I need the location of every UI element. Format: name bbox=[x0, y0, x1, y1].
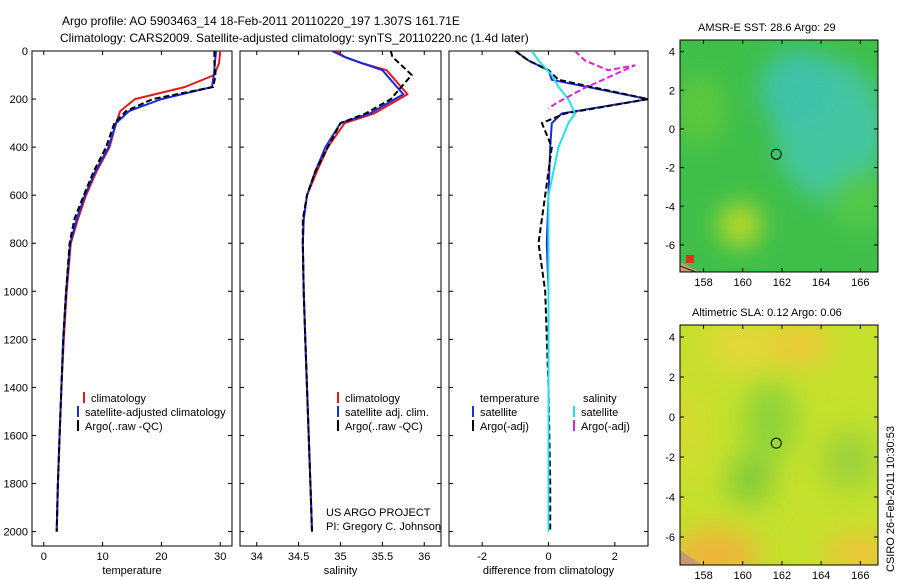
x-tick-label: 160 bbox=[734, 277, 752, 289]
x-tick-label: 2 bbox=[612, 551, 618, 563]
y-tick-label: -4 bbox=[665, 201, 675, 213]
x-tick-label: 160 bbox=[734, 570, 752, 580]
x-tick-label: 35 bbox=[334, 551, 346, 563]
series-line-temperature-satellite bbox=[514, 51, 648, 532]
y-tick-label: -6 bbox=[665, 532, 675, 544]
y-tick-label: 800 bbox=[10, 238, 28, 250]
y-tick-label: 2 bbox=[669, 372, 675, 384]
legend-label: satellite-adjusted climatology bbox=[85, 407, 226, 419]
sla-map-axes: 158 160 162 164 166 4 2 0 -2 -4 -6 bbox=[665, 325, 878, 580]
legend-title-salinity: salinity bbox=[583, 393, 617, 405]
legend-label: Argo(-adj) bbox=[480, 421, 529, 433]
x-tick-label: 166 bbox=[851, 277, 869, 289]
y-tick-label: -6 bbox=[665, 240, 675, 252]
series-group bbox=[514, 51, 648, 532]
y-tick-label: 0 bbox=[22, 46, 28, 58]
y-tick-label: 1600 bbox=[4, 430, 28, 442]
argo-float-marker bbox=[770, 148, 782, 160]
sst-map-frame bbox=[679, 39, 879, 273]
y-tick-label: 0 bbox=[669, 412, 675, 424]
x-tick-label: 0 bbox=[545, 551, 551, 563]
y-tick-label: 1000 bbox=[4, 286, 28, 298]
sst-map-axes: 158 160 162 164 166 4 2 0 -2 -4 -6 bbox=[665, 40, 878, 289]
header-line-2: Climatology: CARS2009. Satellite-adjuste… bbox=[60, 31, 529, 45]
x-axis-label: temperature bbox=[102, 565, 161, 577]
y-tick-label: -4 bbox=[665, 492, 675, 504]
legend-label: satellite adj. clim. bbox=[345, 407, 429, 419]
difference-legend: temperature salinity satellite Argo(-adj… bbox=[472, 393, 630, 433]
x-tick-label: 162 bbox=[773, 570, 791, 580]
series-line-satellite-adjusted-climatology bbox=[55, 51, 218, 532]
series-line-temperature-argo-adj bbox=[514, 51, 648, 532]
difference-panel: -2 0 2 difference from climatology bbox=[448, 50, 649, 577]
sst-map-title: AMSR-E SST: 28.6 Argo: 29 bbox=[698, 22, 836, 34]
x-tick-label: 34 bbox=[251, 551, 263, 563]
x-axis-label: difference from climatology bbox=[483, 565, 615, 577]
legend-label: Argo(-adj) bbox=[581, 421, 630, 433]
temperature-legend: climatology satellite-adjusted climatolo… bbox=[77, 392, 226, 433]
y-tick-label: -2 bbox=[665, 163, 675, 175]
y-tick-label: 1800 bbox=[4, 479, 28, 491]
temperature-panel: 0 10 20 30 0 200 400 600 800 1000 1200 1400 1600 1800… bbox=[4, 46, 233, 577]
x-tick-label: 35.5 bbox=[372, 551, 393, 563]
series-line-salinity-satellite bbox=[531, 51, 576, 532]
x-tick-label: 162 bbox=[773, 277, 791, 289]
y-tick-label: 1400 bbox=[4, 382, 28, 394]
y-tick-label: 600 bbox=[10, 190, 28, 202]
salinity-panel: 34 34.5 35 35.5 36 salinity bbox=[239, 50, 442, 577]
y-tick-label: 2000 bbox=[4, 527, 28, 539]
pi-credit: PI: Gregory C. Johnson bbox=[326, 521, 441, 533]
legend-label: satellite bbox=[581, 407, 618, 419]
sla-map-frame bbox=[679, 324, 879, 566]
x-tick-label: 20 bbox=[155, 551, 167, 563]
series-group bbox=[301, 51, 413, 532]
x-tick-label: 10 bbox=[96, 551, 108, 563]
legend-label: climatology bbox=[345, 393, 401, 405]
series-line-argo-raw-qc bbox=[55, 51, 217, 532]
legend-title-temperature: temperature bbox=[480, 393, 539, 405]
x-tick-label: 0 bbox=[41, 551, 47, 563]
sla-map-field bbox=[680, 325, 878, 565]
x-tick-label: 164 bbox=[812, 570, 830, 580]
y-tick-label: 4 bbox=[669, 332, 675, 344]
series-line-salinity-argo-adj bbox=[547, 51, 636, 110]
timestamp-stamp: CSIRO 26-Feb-2011 10:30:53 bbox=[885, 426, 897, 572]
sla-map-title: Altimetric SLA: 0.12 Argo: 0.06 bbox=[692, 307, 842, 319]
header-line-1: Argo profile: AO 5903463_14 18-Feb-2011 … bbox=[62, 14, 460, 28]
y-tick-label: 1200 bbox=[4, 334, 28, 346]
x-tick-label: -2 bbox=[477, 551, 487, 563]
y-tick-label: 0 bbox=[669, 124, 675, 136]
series-line-satellite-adj-clim bbox=[301, 51, 405, 532]
plot-frame bbox=[31, 50, 233, 547]
y-tick-label: -2 bbox=[665, 452, 675, 464]
series-line-climatology bbox=[301, 51, 409, 532]
x-tick-label: 36 bbox=[418, 551, 430, 563]
salinity-legend: climatology satellite adj. clim. Argo(..… bbox=[337, 392, 429, 433]
series-group bbox=[55, 51, 222, 532]
x-tick-label: 158 bbox=[694, 570, 712, 580]
y-tick-label: 2 bbox=[669, 85, 675, 97]
x-tick-label: 164 bbox=[812, 277, 830, 289]
x-axis-label: salinity bbox=[324, 565, 358, 577]
legend-label: satellite bbox=[480, 407, 517, 419]
series-line-argo-raw-qc bbox=[301, 51, 413, 532]
y-tick-label: 200 bbox=[10, 94, 28, 106]
y-tick-label: 4 bbox=[669, 47, 675, 59]
x-tick-label: 34.5 bbox=[288, 551, 309, 563]
series-line-climatology bbox=[55, 51, 222, 532]
argo-float-marker bbox=[770, 437, 782, 449]
x-tick-label: 158 bbox=[694, 277, 712, 289]
x-tick-label: 166 bbox=[851, 570, 869, 580]
legend-label: climatology bbox=[91, 393, 147, 405]
legend-label: Argo(..raw -QC) bbox=[85, 421, 163, 433]
x-tick-label: 30 bbox=[214, 551, 226, 563]
project-credit: US ARGO PROJECT bbox=[326, 507, 431, 519]
y-tick-label: 400 bbox=[10, 142, 28, 154]
legend-label: Argo(..raw -QC) bbox=[345, 421, 423, 433]
sst-map-field bbox=[680, 40, 878, 272]
